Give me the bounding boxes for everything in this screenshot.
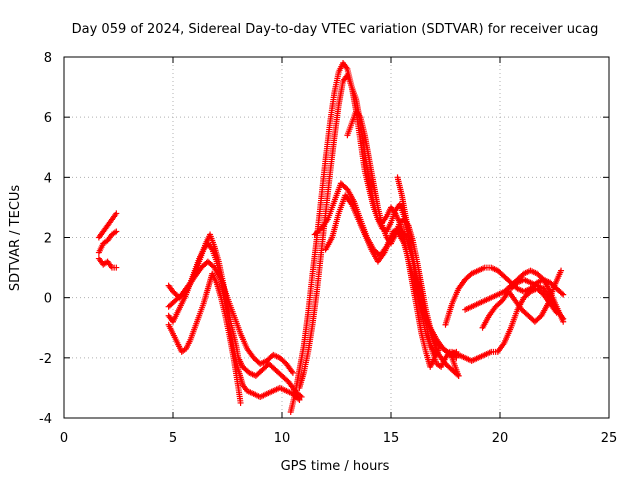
data-point [455, 372, 462, 379]
data-point [298, 393, 305, 400]
y-tick-label: 8 [44, 51, 52, 66]
series-t10 [311, 180, 462, 379]
data-point [560, 315, 567, 322]
data-point [560, 291, 567, 298]
y-tick-label: 4 [44, 171, 52, 186]
data-point [296, 396, 303, 403]
series-t1 [95, 210, 120, 241]
data-point [113, 228, 120, 235]
data-point [113, 264, 120, 271]
x-tick-label: 10 [274, 431, 291, 446]
y-tick-label: 0 [44, 292, 52, 307]
series-t6 [165, 270, 244, 406]
data-points [95, 60, 567, 415]
data-point [297, 392, 304, 399]
data-point [113, 210, 120, 217]
y-tick-label: -2 [39, 352, 52, 367]
x-tick-label: 0 [60, 431, 68, 446]
x-tick-label: 25 [601, 431, 618, 446]
y-tick-label: 2 [44, 232, 52, 247]
series-t2 [95, 228, 120, 256]
axis-ticks: 0 5 10 15 20 25 -4 -2 0 2 4 6 8 [39, 51, 617, 446]
y-tick-label: 6 [44, 111, 52, 126]
series-t3 [95, 255, 120, 271]
x-tick-label: 15 [383, 431, 400, 446]
series-t7 [165, 258, 296, 376]
data-point [558, 267, 565, 274]
series-t18 [507, 276, 567, 322]
data-point [295, 395, 302, 402]
x-axis-label: GPS time / hours [281, 459, 390, 474]
y-tick-label: -4 [39, 412, 52, 427]
data-point [558, 290, 565, 297]
series-t15 [449, 285, 560, 364]
x-tick-label: 20 [492, 431, 509, 446]
chart-title: Day 059 of 2024, Sidereal Day-to-day VTE… [72, 22, 599, 37]
series-t13 [394, 174, 462, 379]
data-point [237, 399, 244, 406]
data-point [289, 369, 296, 376]
y-axis-label: SDTVAR / TECUs [8, 185, 23, 292]
x-tick-label: 5 [169, 431, 177, 446]
